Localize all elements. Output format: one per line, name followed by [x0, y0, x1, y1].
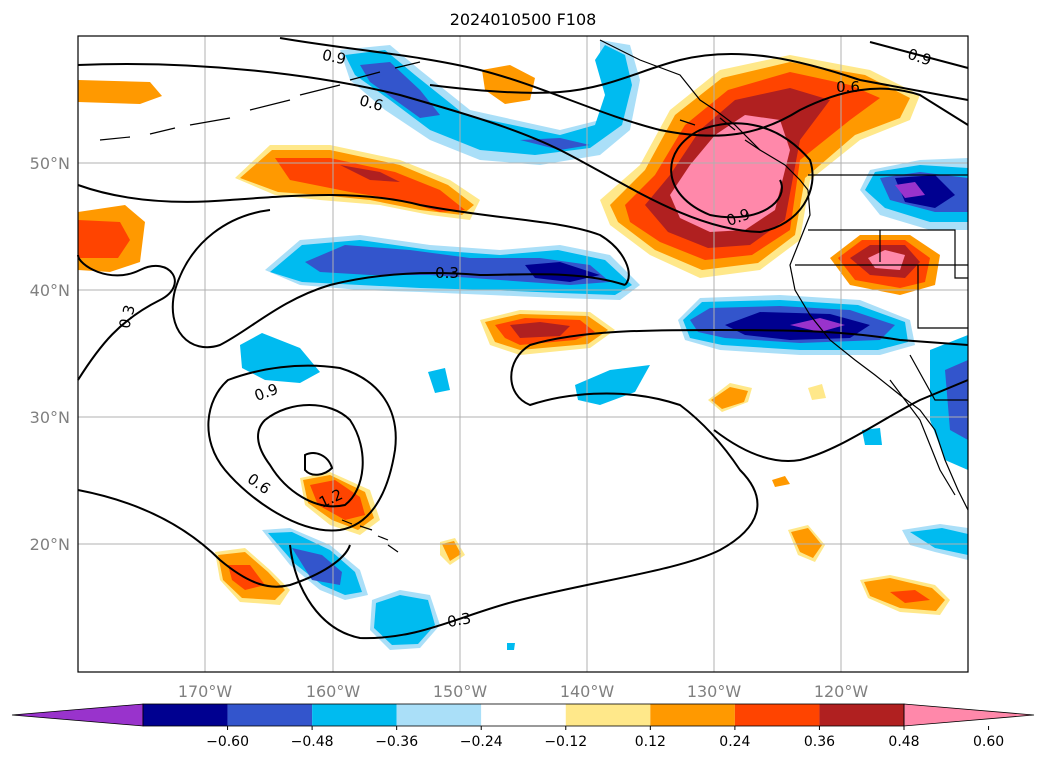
anomaly-blob	[520, 138, 590, 150]
hawaii-islands	[341, 519, 399, 553]
aleutian-islands	[99, 61, 421, 141]
colorbar-tick-label: −0.12	[544, 734, 587, 750]
figure-title: 2024010500 F108	[450, 10, 597, 29]
colorbar-tick-label: −0.24	[460, 734, 503, 750]
anomaly-blob	[772, 476, 790, 487]
contour-line	[257, 404, 364, 508]
longitude-labels: 170°W 160°W 150°W 140°W 130°W 120°W	[178, 682, 869, 701]
state-border	[808, 229, 968, 279]
contour-line	[279, 37, 969, 137]
contour-line	[77, 63, 814, 234]
baja-coastline	[889, 379, 956, 496]
alaska-coastline	[599, 39, 809, 191]
longitude-label: 140°W	[560, 682, 615, 701]
contour-line	[304, 452, 334, 476]
anomaly-blob	[360, 62, 440, 118]
anomaly-blob	[78, 220, 130, 258]
contour-line	[77, 254, 176, 381]
anomaly-blob	[78, 80, 162, 104]
colorbar-tick-label: 0.12	[635, 734, 666, 750]
colorbar-segment	[650, 704, 735, 726]
anomaly-blob	[340, 165, 400, 182]
colorbar-extend-low	[11, 703, 144, 727]
anomaly-blob	[670, 115, 790, 232]
contour-line	[289, 329, 969, 640]
anomaly-blob	[428, 368, 450, 393]
anomaly-blob	[895, 182, 925, 198]
colorbar-extend-high	[903, 703, 1035, 727]
contour-label: 0.3	[435, 264, 459, 282]
anomaly-blob	[374, 595, 435, 645]
map-panel: 0.9 0.6 0.6 0.9 0.9 0.3 0.3 0.9 0.6 1.2 …	[77, 35, 969, 673]
colorbar-segment	[312, 704, 397, 726]
contour-line	[429, 52, 969, 101]
anomaly-blob	[791, 528, 822, 558]
map-frame	[77, 35, 969, 673]
colorbar-tick-label: −0.36	[375, 734, 418, 750]
anomaly-blob	[275, 158, 465, 212]
longitude-label: 170°W	[178, 682, 233, 701]
contour-line	[171, 209, 626, 349]
colorbar-segment	[734, 704, 820, 726]
colorbar-segment	[396, 704, 482, 726]
colorbar-tick-label: 0.36	[804, 734, 835, 750]
colorbar-tick-label: 0.24	[719, 734, 750, 750]
anomaly-blob	[711, 387, 748, 409]
state-border	[917, 265, 968, 329]
contour-lines	[77, 37, 969, 640]
colorbar-tick-label: −0.60	[206, 734, 249, 750]
contour-line	[869, 41, 969, 69]
latitude-label: 50°N	[30, 154, 70, 173]
latitude-labels: 50°N 40°N 30°N 20°N	[30, 154, 70, 554]
gridlines	[78, 36, 968, 672]
contour-label: 0.6	[836, 78, 860, 96]
north-america-coastline	[789, 189, 969, 511]
anomaly-blob	[442, 541, 461, 561]
colorbar-segment	[565, 704, 651, 726]
anomaly-blob	[862, 428, 882, 445]
coastlines-and-borders	[99, 39, 969, 553]
colorbar-tick-label: 0.48	[888, 734, 919, 750]
colorbar-segment	[481, 704, 566, 726]
latitude-label: 30°N	[30, 408, 70, 427]
colorbar-segment	[143, 704, 228, 726]
anomaly-blob	[575, 365, 650, 405]
colorbar-segment	[819, 704, 904, 726]
anomaly-blob	[292, 548, 342, 585]
anomaly-blob	[890, 590, 930, 603]
colorbar: −0.60 −0.48 −0.36 −0.24 −0.12 0.12 0.24 0.36 0.4…	[11, 703, 1035, 750]
latitude-label: 20°N	[30, 535, 70, 554]
longitude-label: 130°W	[687, 682, 742, 701]
anomaly-blob	[507, 643, 515, 650]
contour-label: 0.3	[115, 303, 139, 331]
latitude-label: 40°N	[30, 281, 70, 300]
state-border	[909, 354, 968, 401]
contour-line	[207, 364, 397, 532]
colorbar-tick-label: −0.48	[291, 734, 334, 750]
colorbar-segment	[227, 704, 313, 726]
anomaly-blob	[310, 480, 365, 520]
anomaly-blob	[808, 384, 826, 400]
contour-line	[713, 379, 969, 462]
colorbar-tick-label: 0.60	[973, 734, 1004, 750]
contour-label: 0.9	[320, 46, 347, 69]
anomaly-blob	[510, 322, 570, 338]
contour-line	[77, 489, 351, 588]
colorbar-outline	[142, 703, 905, 727]
longitude-label: 160°W	[306, 682, 361, 701]
anomaly-blob	[910, 528, 968, 555]
longitude-label: 120°W	[814, 682, 869, 701]
contour-label: 0.6	[357, 91, 385, 115]
contour-line	[77, 184, 630, 286]
longitude-label: 150°W	[433, 682, 488, 701]
contour-label: 0.3	[446, 609, 473, 631]
